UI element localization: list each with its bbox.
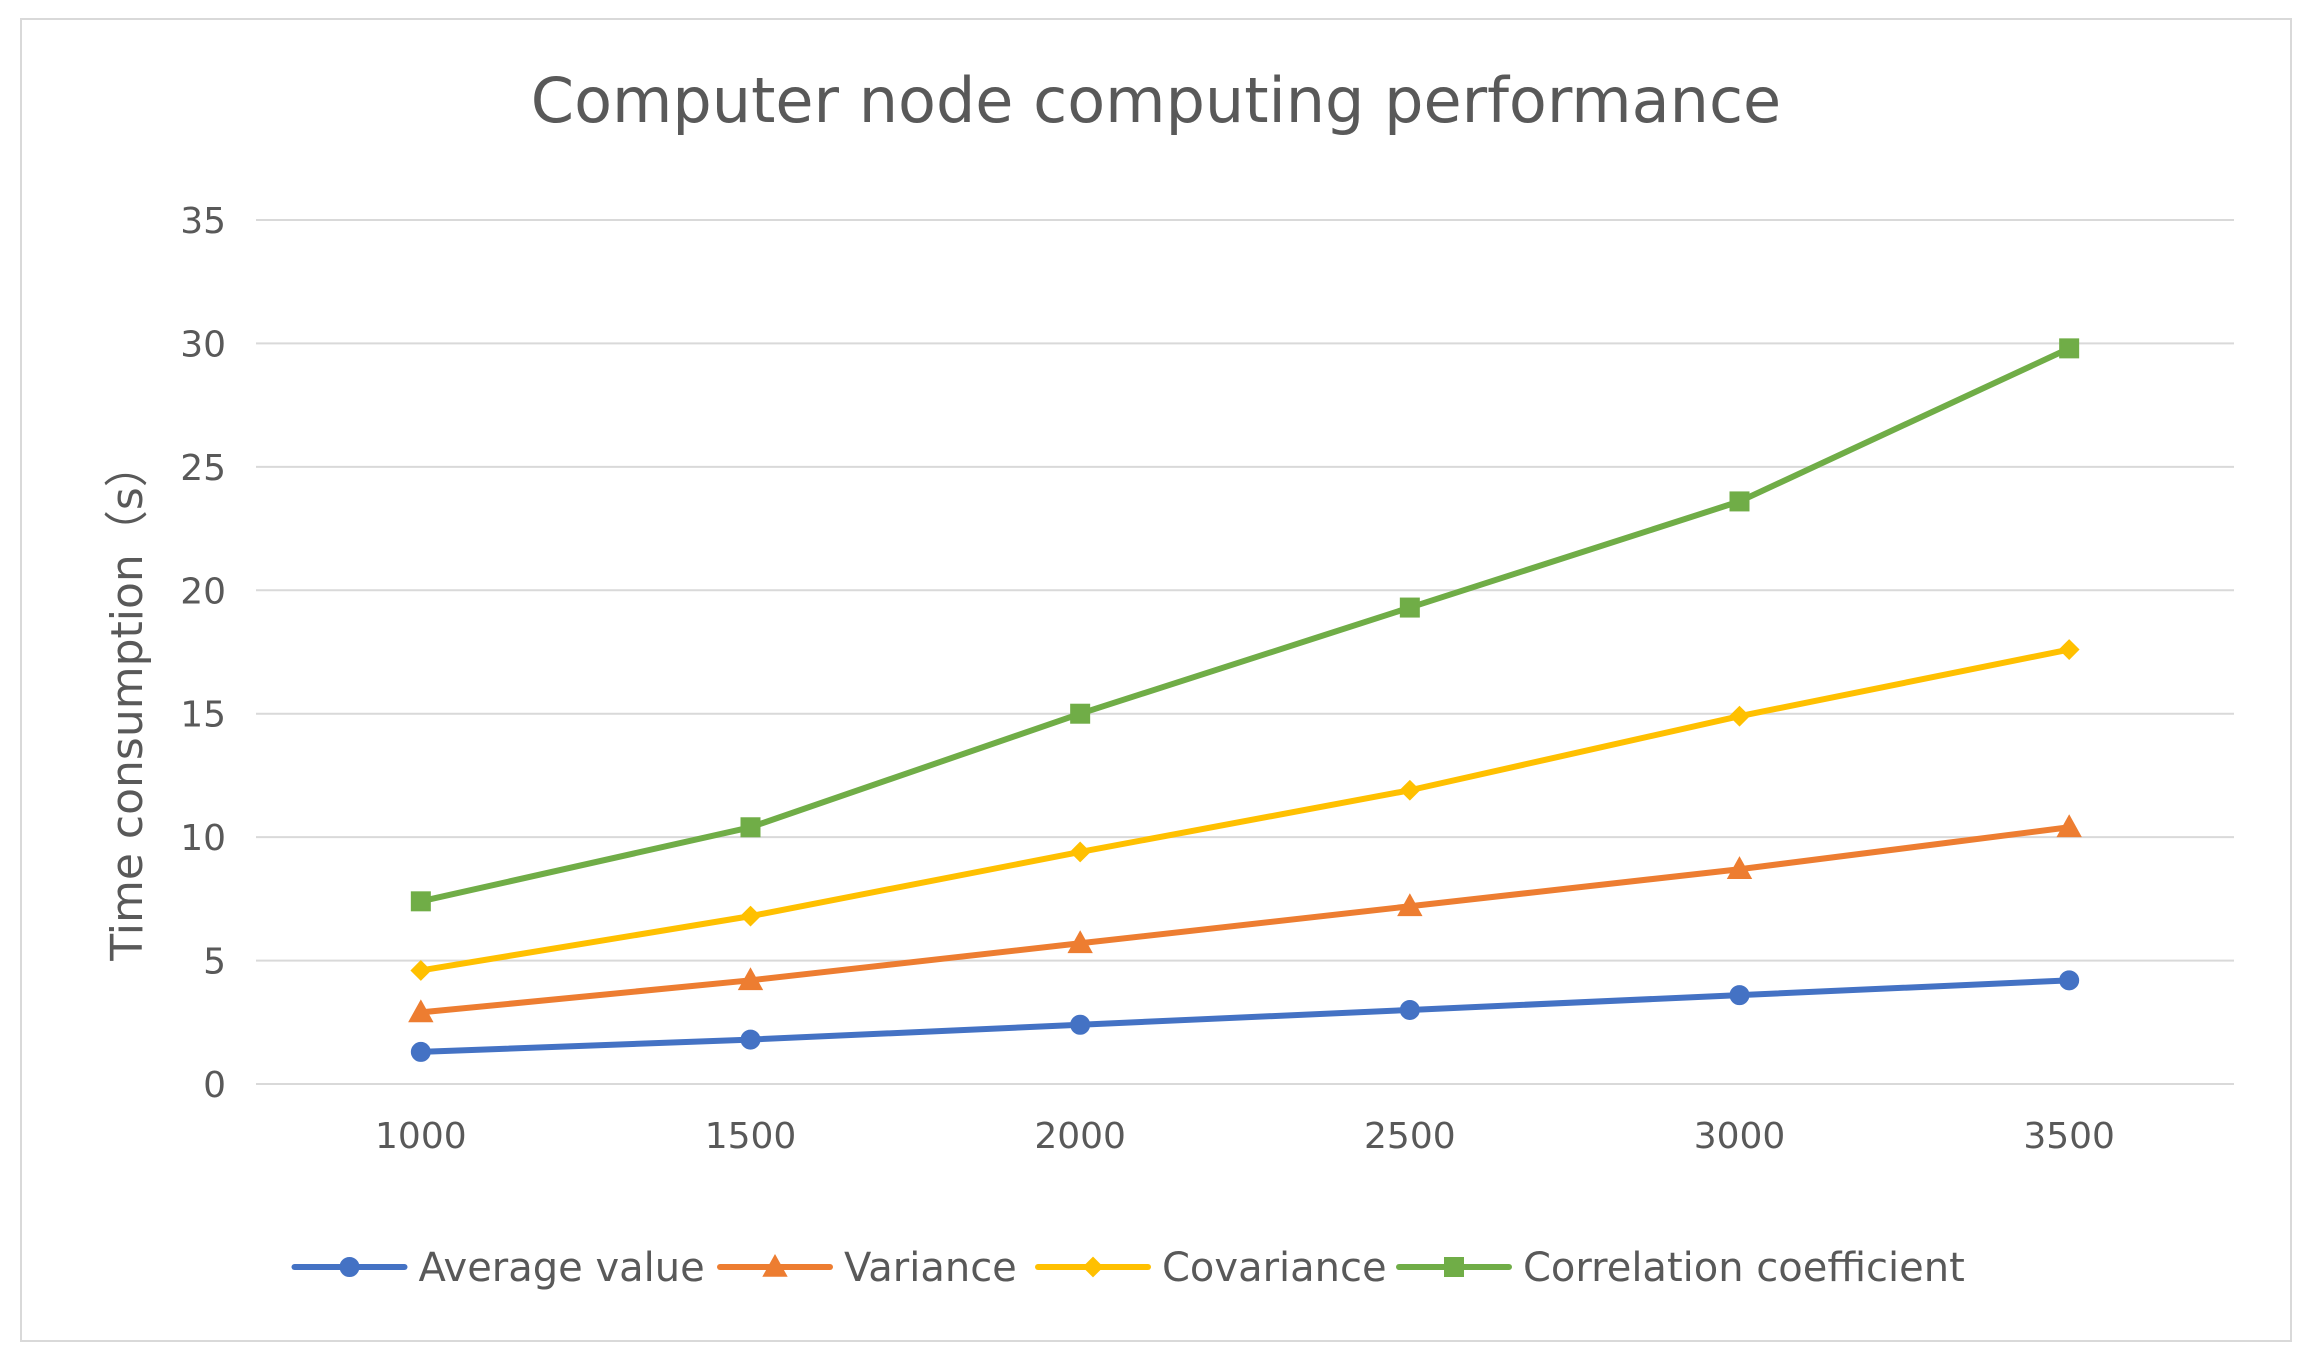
data-point [408,999,434,1023]
y-tick-label: 10 [180,818,226,859]
legend-item: Variance [717,1245,1017,1291]
data-point [740,905,761,927]
chart-svg: Computer node computing performance Time… [102,64,2234,1291]
legend-label: Covariance [1162,1245,1387,1291]
series-layer [408,338,2082,1062]
y-tick-label: 30 [180,324,226,365]
y-axis-title: Time consumption（s） [102,443,153,961]
data-point [1399,597,1420,618]
series-line [417,977,2073,1055]
data-point [1726,856,1753,880]
legend-swatch-marker [1444,1257,1464,1277]
data-point [1069,841,1091,863]
chart-title: Computer node computing performance [531,64,1781,137]
grid-layer [256,219,2234,1085]
y-tick-label: 25 [180,448,226,489]
chart-frame: Computer node computing performance Time… [20,18,2292,1342]
series-correlation-coefficient [410,338,2080,912]
data-point [740,817,761,838]
data-point [737,967,764,991]
legend-label: Variance [844,1245,1017,1291]
series-line [417,646,2073,974]
x-tick-label: 1000 [375,1116,467,1157]
legend-swatch-marker [1082,1256,1104,1278]
data-point [410,1041,431,1062]
series-covariance [410,639,2080,981]
data-point [410,960,432,981]
y-tick-label: 35 [180,201,226,242]
x-tick-label: 3000 [1694,1116,1786,1157]
x-tick-label: 1500 [705,1116,797,1157]
data-point [1070,703,1091,724]
data-point [1729,705,1750,727]
x-tick-label: 3500 [2023,1116,2115,1157]
series-variance [408,814,2082,1023]
legend-label: Correlation coefficient [1523,1245,1965,1291]
data-point [740,1029,761,1050]
data-point [1729,985,1750,1006]
data-point [1070,1014,1091,1035]
legend-label: Average value [419,1245,705,1291]
x-tick-label: 2500 [1364,1116,1456,1157]
legend-item: Average value [291,1245,705,1291]
data-point [2059,970,2080,991]
y-tick-label: 0 [203,1065,226,1106]
data-point [1399,999,1420,1020]
legend-item: Covariance [1035,1245,1387,1291]
series-line [417,345,2073,905]
data-point [1729,491,1750,512]
x-tick-label: 2000 [1034,1116,1126,1157]
legend-swatch-marker [339,1257,360,1277]
legend-item: Correlation coefficient [1396,1245,1965,1291]
y-tick-label: 15 [180,695,226,736]
legend-swatch-marker [762,1253,788,1277]
data-point [1397,893,1423,917]
y-tick-labels: 0 5 10 15 20 25 30 35 [180,201,226,1106]
series-line [417,824,2073,1016]
data-point [2056,814,2082,838]
legend: Average value Variance Covariance Correlati… [291,1245,1965,1291]
y-tick-label: 5 [203,942,226,983]
data-point [410,891,431,912]
data-point [1067,930,1093,954]
data-point [2058,639,2080,660]
data-point [2059,338,2080,359]
x-tick-labels: 1000 1500 2000 2500 3000 3500 [375,1116,2115,1157]
series-average-value [410,970,2080,1062]
data-point [1399,779,1421,801]
y-tick-label: 20 [180,571,226,612]
